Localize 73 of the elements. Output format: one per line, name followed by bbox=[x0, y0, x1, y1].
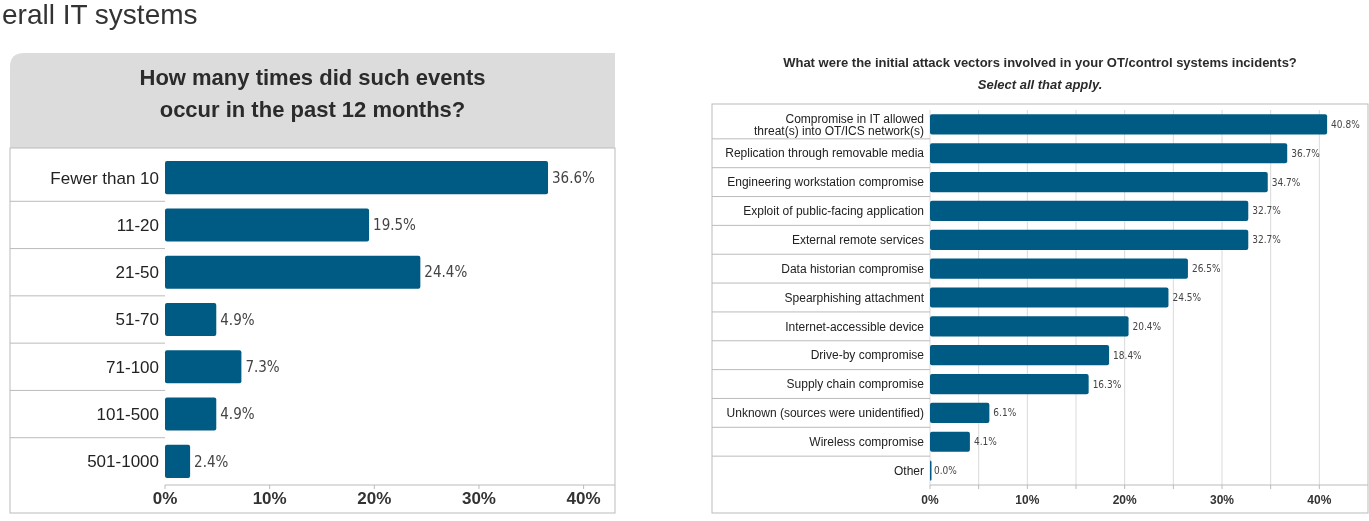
bar bbox=[930, 287, 1169, 308]
bar bbox=[930, 345, 1110, 366]
y-tick-label: 501-1000 bbox=[87, 452, 159, 472]
x-tick-label: 30% bbox=[1209, 493, 1235, 507]
y-tick-label: Wireless compromise bbox=[809, 434, 925, 449]
chart-title: How many times did such events occur in the past 12 months? bbox=[139, 65, 486, 122]
data-label: 40.8% bbox=[1331, 118, 1361, 130]
data-label: 2.4% bbox=[194, 452, 229, 471]
data-label: 20.4% bbox=[1132, 320, 1162, 332]
y-tick-label: Spearphishing attachment bbox=[784, 290, 925, 305]
data-label: 7.3% bbox=[245, 358, 280, 377]
data-label: 36.7% bbox=[1291, 147, 1321, 159]
y-tick-label: Replication through removable media bbox=[725, 146, 925, 161]
text: erall IT systems bbox=[2, 0, 198, 30]
x-tick-label: 0% bbox=[921, 493, 939, 507]
y-tick-label: Engineering workstation compromise bbox=[727, 175, 925, 190]
y-tick-label: Fewer than 10 bbox=[50, 168, 159, 188]
y-tick-label: 11-20 bbox=[116, 215, 159, 235]
bar bbox=[930, 316, 1129, 337]
bar bbox=[930, 258, 1188, 279]
data-label: 34.7% bbox=[1271, 176, 1301, 188]
bar bbox=[930, 229, 1249, 250]
data-label: 18.4% bbox=[1113, 349, 1143, 361]
bar bbox=[165, 444, 191, 478]
data-label: 19.5% bbox=[373, 216, 417, 235]
x-tick-label: 30% bbox=[461, 489, 496, 508]
y-tick-label: Data historian compromise bbox=[781, 261, 925, 276]
bar bbox=[930, 143, 1288, 164]
y-tick-label: Unknown (sources were unidentified) bbox=[726, 406, 924, 421]
bar bbox=[930, 200, 1249, 222]
y-tick-label: External remote services bbox=[791, 233, 924, 248]
data-label: 24.4% bbox=[424, 263, 468, 282]
chart-subtitle: Select all that apply. bbox=[977, 77, 1103, 92]
bar bbox=[165, 255, 421, 289]
y-tick-label: 101-500 bbox=[96, 405, 159, 425]
bar bbox=[165, 302, 217, 337]
y-tick-label: Exploit of public-facing application bbox=[743, 204, 924, 219]
chart-title: What were the initial attack vectors involved in your OT/control systems incidents? bbox=[783, 55, 1297, 70]
data-label: 36.6% bbox=[552, 168, 596, 187]
y-tick-label: Compromise in IT allowed threat(s) into OT/ICS network(s) bbox=[753, 111, 924, 138]
y-tick-label: Drive-by compromise bbox=[810, 348, 925, 363]
bar bbox=[165, 350, 242, 384]
data-label: 0.0% bbox=[934, 465, 958, 477]
x-tick-label: 10% bbox=[252, 489, 287, 508]
bar bbox=[930, 373, 1089, 395]
bar bbox=[930, 402, 990, 423]
y-tick-label: Other bbox=[893, 463, 924, 478]
bar bbox=[165, 161, 549, 195]
bar bbox=[165, 397, 217, 431]
data-label: 32.7% bbox=[1252, 234, 1282, 246]
x-tick-label: 20% bbox=[357, 489, 392, 508]
y-tick-label: 51-70 bbox=[115, 310, 159, 330]
bar bbox=[930, 431, 970, 452]
x-tick-label: 10% bbox=[1015, 493, 1040, 507]
data-label: 4.9% bbox=[220, 405, 255, 424]
x-tick-label: 0% bbox=[152, 489, 178, 508]
bar bbox=[930, 114, 1328, 135]
data-label: 4.9% bbox=[220, 310, 255, 329]
bar bbox=[930, 172, 1268, 193]
data-label: 24.5% bbox=[1172, 292, 1202, 303]
data-label: 32.7% bbox=[1252, 205, 1282, 217]
data-label: 4.1% bbox=[973, 436, 998, 448]
data-label: 26.5% bbox=[1191, 263, 1221, 275]
data-label: 16.3% bbox=[1092, 378, 1122, 390]
y-tick-label: 71-100 bbox=[106, 357, 159, 377]
x-tick-label: 20% bbox=[1112, 493, 1137, 507]
bar bbox=[165, 208, 370, 242]
y-tick-label: Supply chain compromise bbox=[786, 377, 925, 392]
y-tick-label: Internet-accessible device bbox=[785, 319, 925, 334]
x-tick-label: 40% bbox=[1307, 493, 1332, 507]
data-label: 6.1% bbox=[993, 407, 1017, 419]
x-tick-label: 40% bbox=[566, 489, 601, 508]
y-tick-label: 21-50 bbox=[115, 263, 159, 283]
